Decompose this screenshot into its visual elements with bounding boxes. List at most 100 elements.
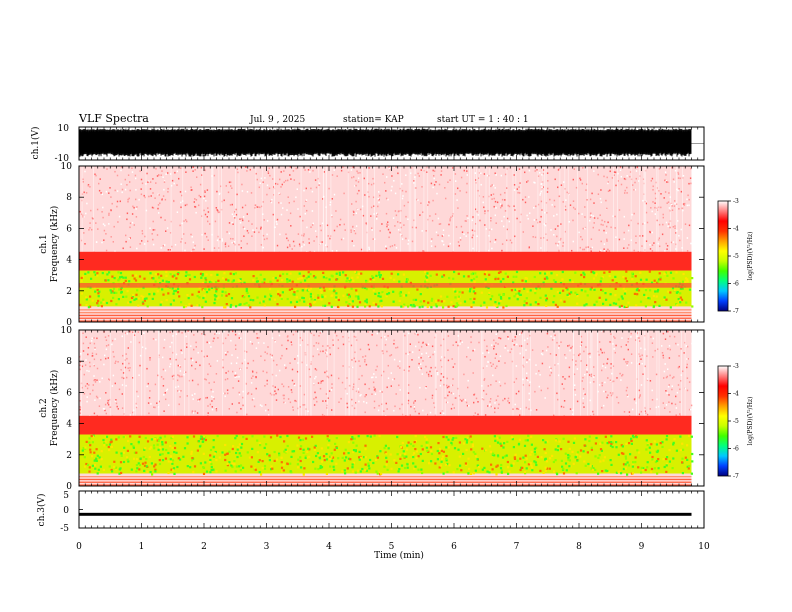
ch1-band-pixel	[483, 301, 486, 304]
ch2-pixel	[626, 386, 628, 389]
ch1-pixel	[449, 218, 451, 220]
ch2-pixel	[98, 405, 101, 407]
ch1-pixel	[82, 216, 84, 218]
ch2-pixel	[315, 396, 317, 399]
ch1-pixel	[136, 247, 138, 250]
ch2-band-pixel	[289, 462, 292, 465]
ch2-pixel	[353, 357, 355, 360]
ch1-pixel	[203, 197, 205, 200]
ch1-pixel	[433, 175, 435, 177]
ch1-pixel	[371, 227, 373, 229]
ch2-pixel	[146, 385, 148, 388]
ch2-pixel	[477, 413, 479, 416]
ch1-band-pixel	[416, 288, 419, 291]
ch2-pixel	[638, 413, 640, 416]
ch2-streak	[305, 330, 306, 416]
ch2-band-pixel	[451, 438, 454, 441]
ch2-band-pixel	[542, 471, 545, 474]
ch1-pixel	[528, 196, 530, 198]
ch2-band-pixel	[624, 463, 627, 466]
ch2-pixel	[639, 395, 641, 397]
ch1-pixel	[217, 235, 219, 238]
ch2-pixel	[364, 360, 366, 363]
ch2-band-pixel	[345, 456, 348, 459]
ch2-band-pixel	[302, 448, 305, 451]
ch1-pixel	[580, 236, 582, 238]
ch1-pixel	[339, 224, 341, 226]
ch2-pixel	[607, 394, 609, 396]
ch1-pixel	[232, 223, 234, 225]
ch1-pixel	[105, 233, 107, 235]
ch2-pixel	[568, 344, 571, 347]
ch1-band-pixel	[529, 289, 532, 292]
ch2-band-pixel	[239, 454, 243, 457]
ch2-pixel	[462, 398, 464, 401]
ch1-pixel	[677, 173, 680, 175]
ch2-pixel	[425, 343, 427, 345]
ch1-band-pixel	[618, 305, 621, 308]
ch2-pixel	[421, 373, 423, 375]
ch2-band-pixel	[621, 445, 624, 448]
ch1-pixel	[635, 242, 637, 244]
ch1-pixel	[391, 245, 394, 247]
ch1-pixel	[285, 233, 287, 236]
ch2-pixel	[327, 376, 330, 379]
ch1-band-pixel	[663, 297, 666, 300]
ch1-pixel	[253, 231, 256, 233]
ch1-band-pixel	[571, 280, 574, 283]
ch2-band-pixel	[357, 469, 360, 472]
ch2-band-pixel	[280, 470, 284, 473]
ch2-pixel	[688, 381, 691, 383]
ch2-ytick-label: 2	[66, 451, 72, 461]
ch1-band-pixel	[374, 292, 377, 295]
ch1-pixel	[240, 240, 242, 242]
ch2-pixel	[478, 341, 480, 344]
ch2-band-pixel	[510, 464, 513, 467]
ch1-band-pixel	[270, 295, 273, 298]
ch1-pixel	[254, 207, 256, 209]
ch2-pixel	[389, 354, 391, 357]
ch1-pixel	[203, 248, 205, 250]
ch2-band-pixel	[529, 453, 532, 456]
ch1-pixel	[293, 179, 295, 181]
ch1-pixel	[295, 167, 297, 170]
ch1-pixel	[129, 189, 131, 192]
ch1-pixel	[439, 223, 442, 225]
ch2-pixel	[386, 386, 388, 389]
ch1-pixel	[307, 169, 310, 171]
ch1-band-pixel	[120, 275, 123, 278]
ch2-pixel	[525, 406, 527, 409]
ch1-band-pixel	[524, 277, 527, 280]
ch2-band-pixel	[161, 441, 164, 444]
ch1-band-pixel	[679, 292, 682, 295]
ch1-band-pixel	[414, 298, 418, 301]
ch1-pixel	[495, 207, 497, 209]
ch1-band-pixel	[454, 296, 457, 299]
ch2-band-pixel	[115, 451, 118, 454]
ch1-pixel	[267, 172, 270, 174]
ch1-band-pixel	[348, 302, 351, 306]
ch1-pixel	[657, 239, 660, 241]
ch1-pixel	[386, 223, 388, 225]
ch2-band-pixel	[335, 446, 338, 449]
ch2-band-pixel	[120, 471, 123, 475]
ch1-band-pixel	[535, 287, 538, 290]
ch2-pixel	[574, 389, 576, 391]
ch1-band-pixel	[335, 278, 338, 281]
ch2-band-pixel	[397, 470, 400, 473]
ch1-band-pixel	[280, 297, 283, 300]
ch2-pixel	[484, 355, 486, 358]
ch2-streak	[580, 330, 581, 416]
ch2-pixel	[139, 364, 141, 367]
ch2-pixel	[548, 366, 551, 368]
ch1-band-pixel	[582, 271, 585, 274]
ch1-pixel	[519, 221, 522, 223]
ch1-pixel	[463, 169, 465, 172]
ch1-band-pixel	[309, 287, 313, 290]
ch1-band-pixel	[494, 301, 497, 304]
ch1-band-pixel	[224, 291, 227, 294]
ch2-pixel	[179, 365, 181, 367]
ch2-pixel	[673, 335, 676, 338]
ch2-band-pixel	[483, 466, 486, 469]
ch2-pixel	[544, 397, 546, 399]
